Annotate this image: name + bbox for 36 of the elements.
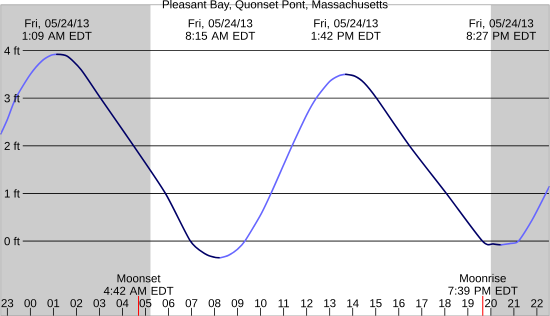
annotation: Fri, 05/24/13 8:27 PM EDT [466,18,536,40]
y-tick-label: 4 ft [4,46,20,55]
x-tick-label: 10 [255,298,267,307]
annotation: Fri, 05/24/13 8:15 AM EDT [186,18,256,40]
x-tick-label: 23 [2,298,14,307]
x-tick-label: 00 [24,298,36,307]
x-tick-label: 17 [416,299,428,307]
x-tick-label: 18 [439,298,451,307]
x-tick-label: 22 [531,298,543,307]
annotation: Fri, 05/24/13 1:42 PM EDT [312,18,381,40]
y-tick-label: 0 ft [4,236,20,246]
x-tick-label: 08 [208,298,220,307]
x-tick-label: 12 [301,298,312,307]
x-tick-label: 16 [393,298,405,307]
x-tick-label: 05 [140,298,152,307]
y-tick-label: 1 ft [4,189,20,198]
y-tick-label: 2 ft [4,141,20,150]
x-tick-label: 07 [186,298,198,307]
x-tick-label: 15 [370,299,382,307]
x-tick-label: 09 [232,298,244,307]
x-tick-label: 03 [94,298,106,307]
x-tick-label: 01 [47,298,60,307]
x-tick-label: 06 [162,298,174,307]
x-tick-label: 02 [70,298,82,307]
x-tick-label: 20 [485,298,497,307]
x-tick-label: 04 [116,298,128,307]
x-tick-label: 19 [462,298,474,307]
x-tick-label: 21 [508,298,520,307]
y-tick-label: 3 ft [4,94,20,102]
x-tick-label: 11 [278,299,290,307]
ref-line-label: Moonset 4:42 AM EDT [104,274,174,295]
ref-line-label: Moonrise 7:39 PM EDT [448,274,518,295]
x-tick-label: 14 [347,299,359,307]
annotation: Fri, 05/24/13 1:09 AM EDT [22,18,92,40]
x-tick-label: 13 [324,298,336,307]
chart-title: Pleasant Bay, Quonset Pont, Massachusetts [162,0,388,10]
